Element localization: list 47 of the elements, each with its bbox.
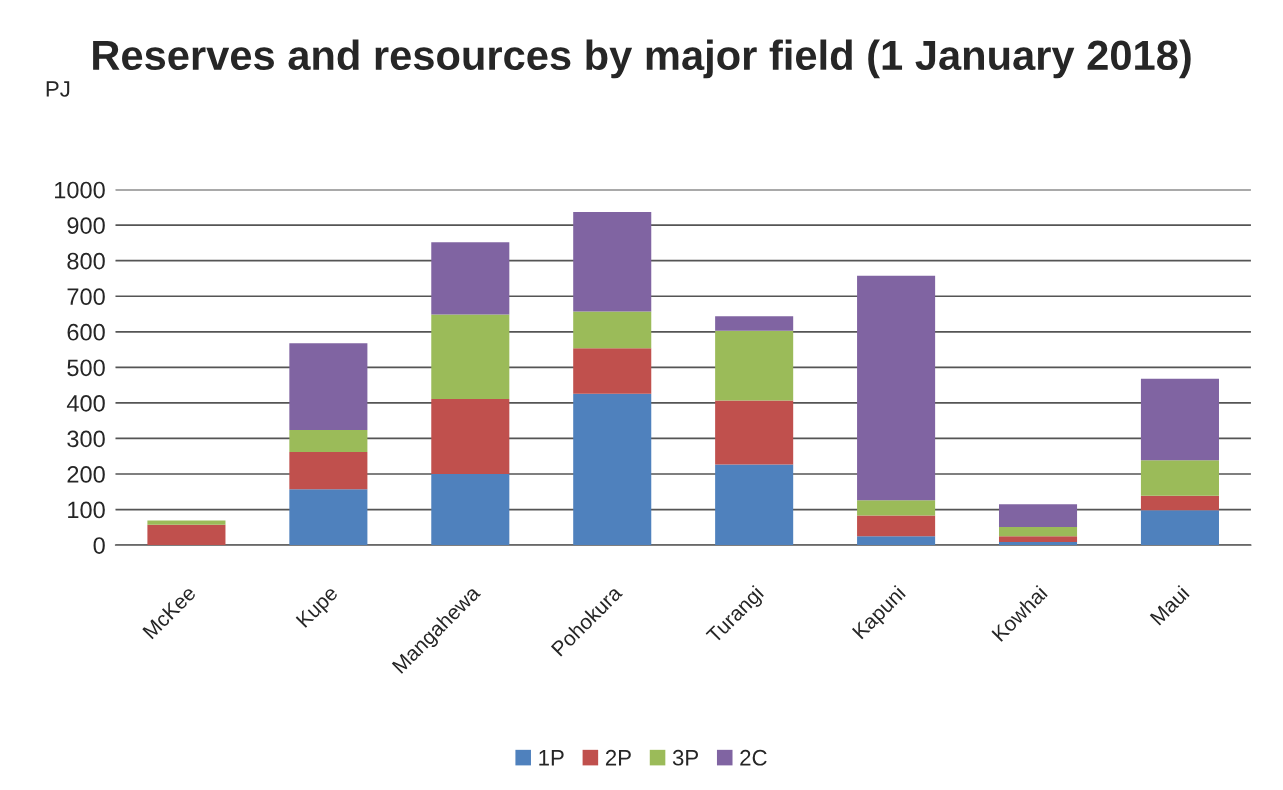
- bar: [289, 489, 368, 546]
- bar: [289, 451, 368, 490]
- bar: [573, 311, 652, 349]
- bar: [573, 393, 652, 546]
- bar: [289, 343, 368, 430]
- y-axis-title: PJ: [46, 81, 70, 97]
- bar: [147, 520, 226, 525]
- legend-label: 2P: [605, 749, 631, 766]
- y-tick-label: 0: [93, 537, 105, 554]
- bar: [857, 515, 936, 537]
- bar: [999, 504, 1078, 527]
- bar: [1140, 460, 1219, 496]
- y-tick-label: 900: [67, 217, 105, 234]
- legend-label: 3P: [672, 749, 699, 766]
- y-tick-label: 700: [67, 288, 105, 306]
- y-tick-label: 1000: [55, 181, 105, 199]
- y-tick-label: 100: [68, 501, 105, 519]
- y-tick-label: 300: [67, 430, 105, 448]
- bar: [857, 275, 936, 501]
- bar: [431, 314, 510, 399]
- legend-label: 1P: [539, 750, 564, 766]
- bar: [147, 524, 226, 546]
- bar: [715, 400, 794, 465]
- y-tick-label: 600: [67, 323, 105, 341]
- bar: [857, 500, 936, 516]
- y-tick-label: 400: [66, 394, 105, 412]
- bar: [715, 464, 794, 546]
- legend-label: 2C: [740, 749, 767, 766]
- chart-title: Reserves and resources by major field (1 January 2018): [93, 39, 1191, 79]
- bar: [1140, 510, 1219, 546]
- bar: [715, 330, 794, 401]
- bar: [431, 242, 510, 315]
- y-tick-label: 800: [67, 252, 105, 270]
- bar: [999, 526, 1078, 537]
- bar: [431, 398, 510, 474]
- bar: [999, 536, 1078, 542]
- y-tick-label: 200: [67, 466, 105, 483]
- bar: [1140, 378, 1219, 461]
- bar: [573, 212, 652, 312]
- bar: [715, 316, 794, 331]
- bar: [999, 541, 1078, 546]
- bar: [1140, 495, 1219, 511]
- y-tick-label: 500: [67, 359, 105, 377]
- bar: [431, 474, 510, 546]
- bar: [573, 348, 652, 394]
- bar: [857, 536, 936, 546]
- bar: [289, 429, 368, 452]
